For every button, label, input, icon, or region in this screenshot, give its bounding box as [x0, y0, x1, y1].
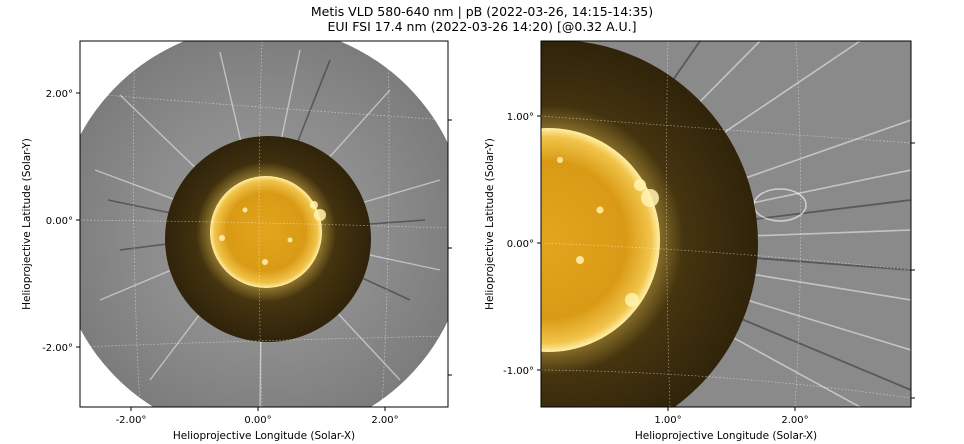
left-y-tick-1: 2.00° — [46, 89, 73, 100]
left-x-tick-1: -2.00° — [116, 415, 147, 426]
right-y-axis-label: Helioprojective Latitude (Solar-Y) — [484, 138, 496, 310]
figure-title-line1: Metis VLD 580-640 nm | pB (2022-03-26, 1… — [310, 4, 654, 19]
left-sun — [210, 176, 322, 288]
left-panel-image — [80, 41, 448, 407]
right-x-tick-1: 1.00° — [654, 415, 681, 426]
right-x-tick-2: 2.00° — [781, 415, 808, 426]
left-axes-frame — [79, 40, 449, 408]
left-ticks — [76, 92, 452, 411]
right-ticks — [537, 115, 915, 411]
right-panel-image — [541, 41, 911, 407]
left-x-tick-2: 0.00° — [244, 415, 271, 426]
right-sun — [541, 128, 660, 352]
left-y-axis-label: Helioprojective Latitude (Solar-Y) — [21, 138, 33, 310]
right-y-tick-2: 0.00° — [507, 239, 534, 250]
right-axes-frame — [540, 40, 912, 408]
right-grid — [541, 41, 911, 407]
left-x-tick-3: 2.00° — [371, 415, 398, 426]
left-y-tick-3: -2.00° — [42, 343, 73, 354]
right-y-tick-1: 1.00° — [507, 112, 534, 123]
left-grid — [80, 41, 448, 407]
figure-title-line2: EUI FSI 17.4 nm (2022-03-26 14:20) [@0.3… — [327, 19, 637, 34]
left-y-tick-2: 0.00° — [46, 216, 73, 227]
right-x-axis-label: Helioprojective Longitude (Solar-X) — [635, 430, 817, 442]
right-y-tick-3: -1.00° — [503, 366, 534, 377]
left-x-axis-label: Helioprojective Longitude (Solar-X) — [173, 430, 355, 442]
